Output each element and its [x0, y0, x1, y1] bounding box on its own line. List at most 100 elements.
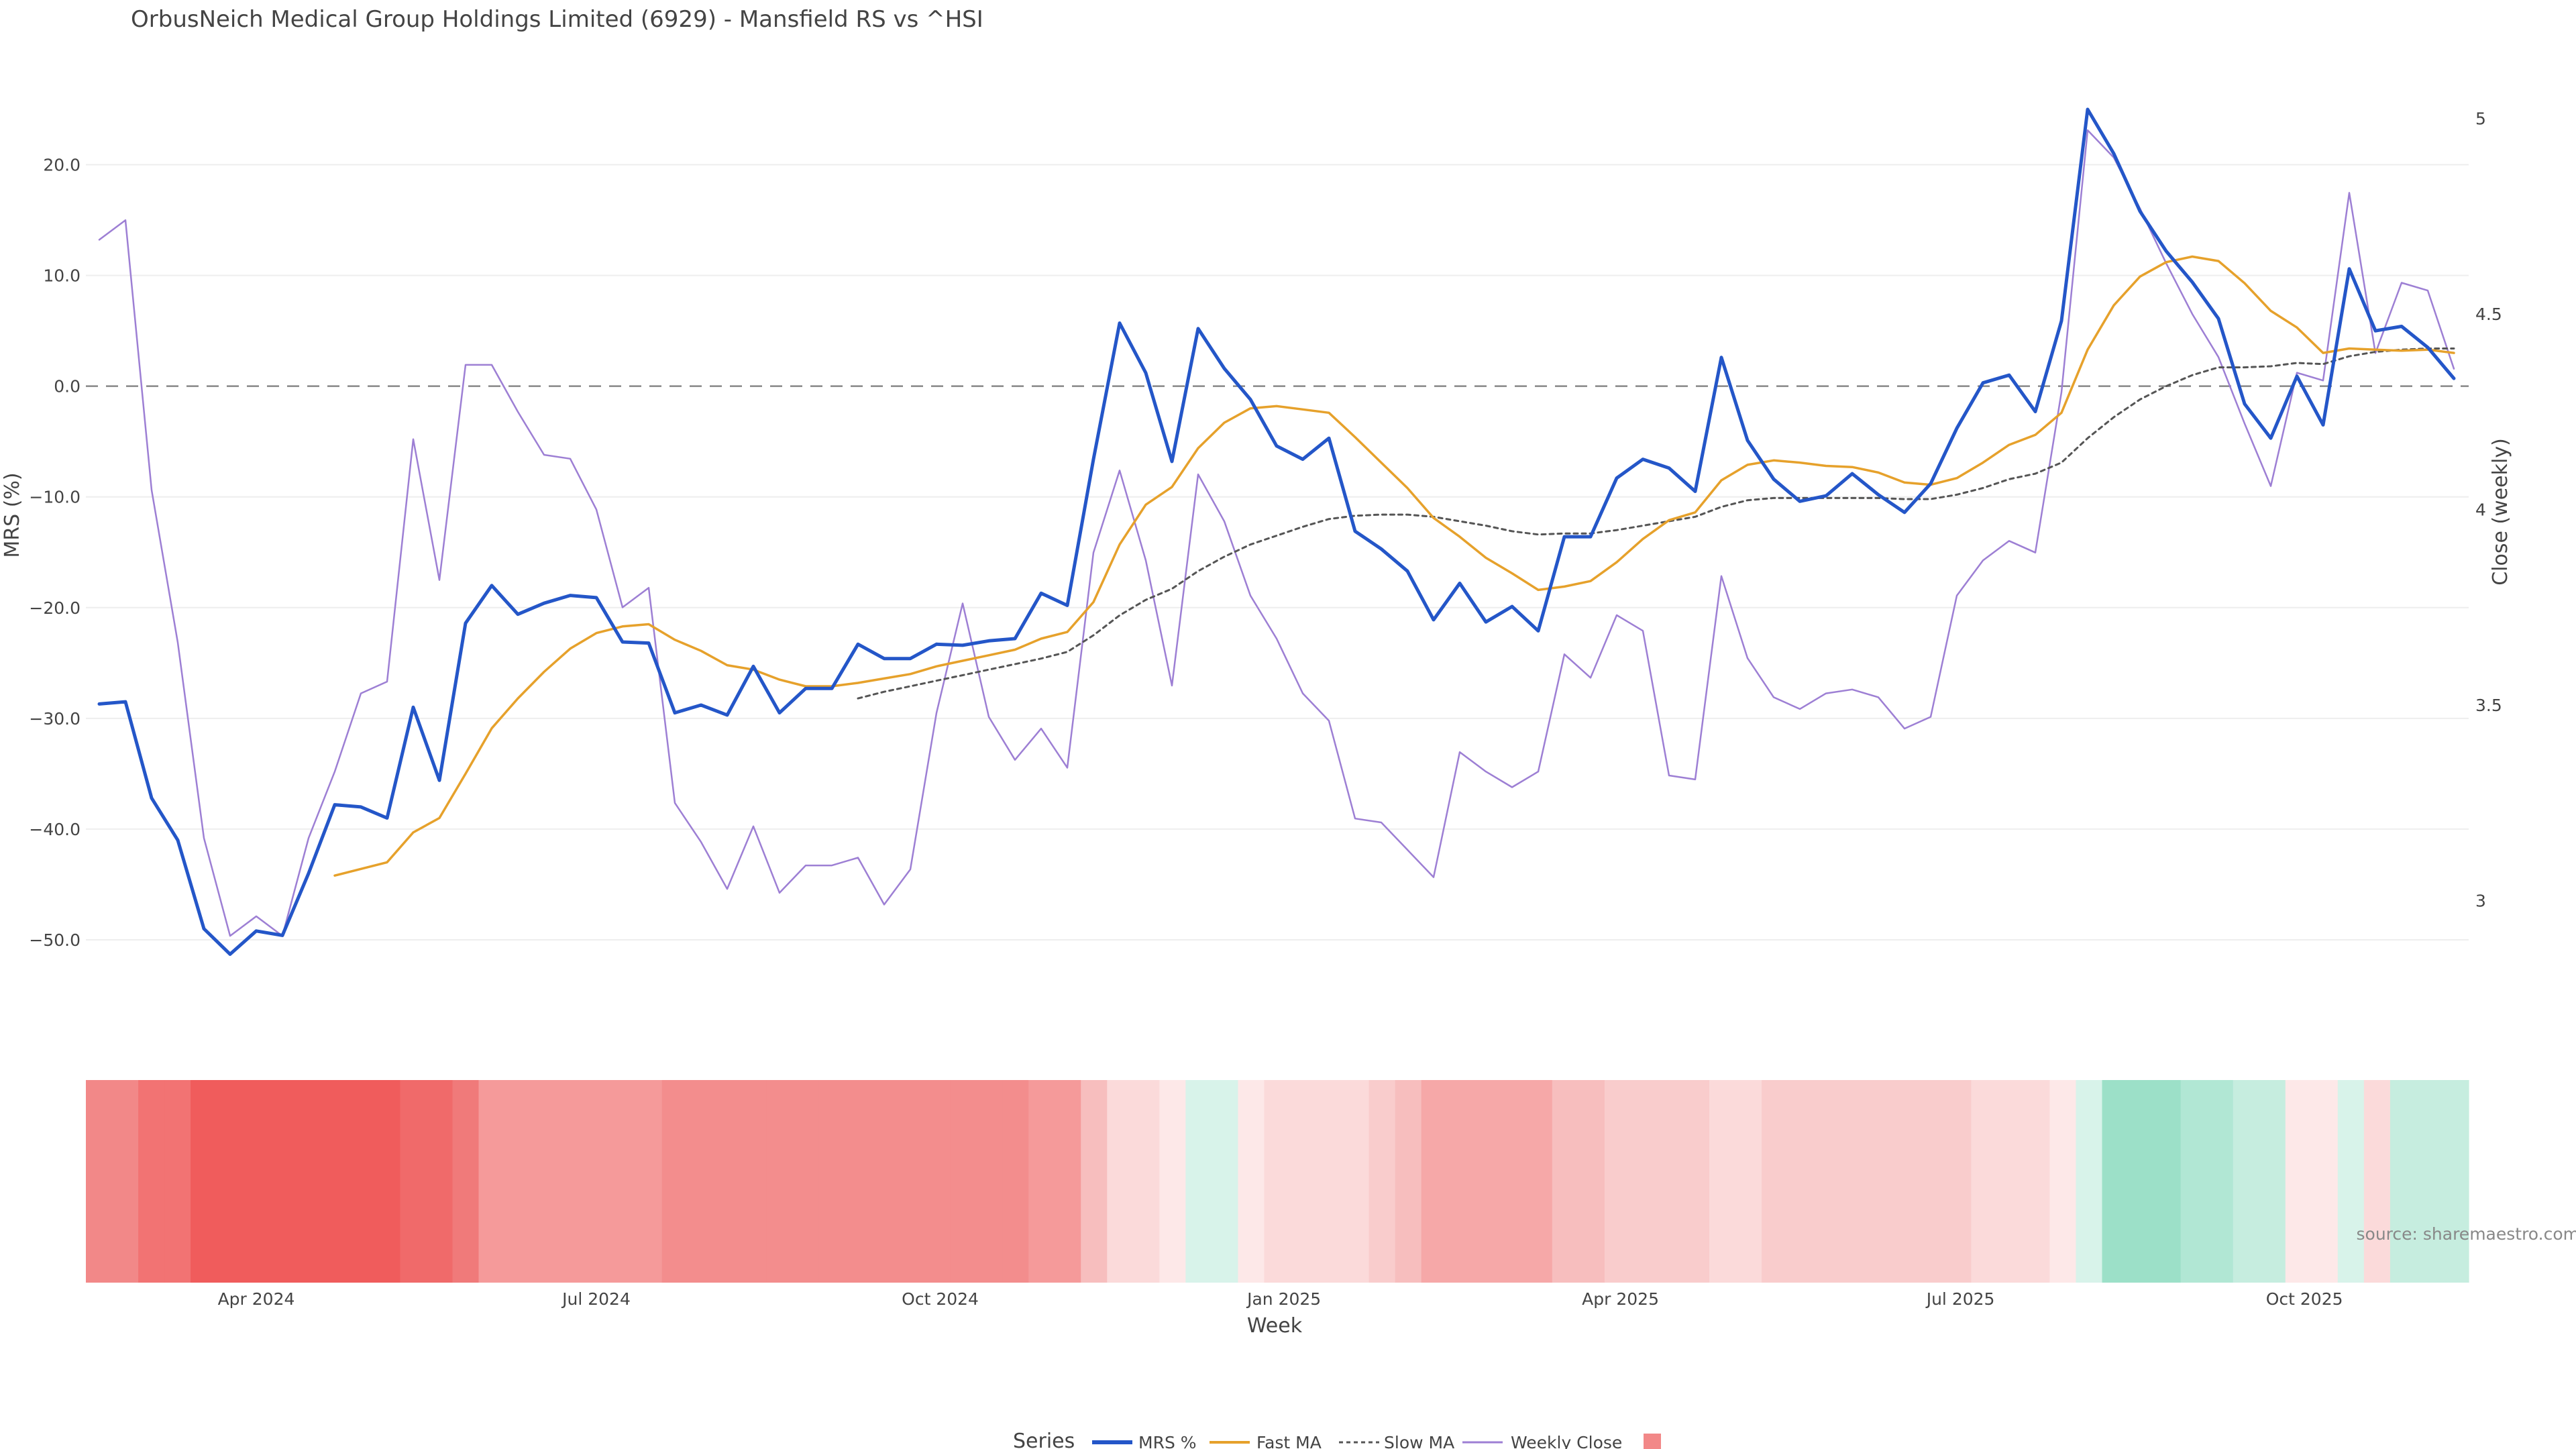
x-tick-label: Oct 2025	[2266, 1289, 2343, 1309]
y-right-tick-label: 5	[2475, 109, 2486, 129]
heat-cell	[478, 1080, 506, 1283]
heat-cell	[1552, 1080, 1579, 1283]
x-tick-label: Apr 2024	[218, 1289, 295, 1309]
heat-cell	[688, 1080, 715, 1283]
heat-cell	[1656, 1080, 1684, 1283]
legend-label-slow-ma: Slow MA	[1384, 1433, 1454, 1449]
heat-cell	[1866, 1080, 1893, 1283]
heat-cell	[86, 1080, 113, 1283]
heat-cell	[1055, 1080, 1081, 1283]
heat-cell	[635, 1080, 663, 1283]
heat-cell	[531, 1080, 558, 1283]
heat-cell	[1421, 1080, 1448, 1283]
heat-cell	[1892, 1080, 1919, 1283]
heat-cell	[924, 1080, 951, 1283]
heat-cell	[557, 1080, 584, 1283]
legend: Series MRS % Fast MA Slow MA Weekly Clos…	[1013, 1430, 1661, 1449]
heat-cell	[871, 1080, 898, 1283]
heat-cell	[191, 1080, 217, 1283]
heat-cell	[347, 1080, 374, 1283]
heat-cell	[1107, 1080, 1134, 1283]
heat-cell	[321, 1080, 348, 1283]
heat-cell	[2285, 1080, 2312, 1283]
heat-cell	[112, 1080, 139, 1283]
legend-item-fast-ma: Fast MA	[1210, 1433, 1322, 1449]
heat-cell	[792, 1080, 820, 1283]
heat-cell	[2076, 1080, 2103, 1283]
heat-cell	[1342, 1080, 1370, 1283]
heat-cell	[1525, 1080, 1553, 1283]
heat-cell	[1473, 1080, 1501, 1283]
series-lines	[97, 107, 2456, 956]
heat-cell	[2023, 1080, 2051, 1283]
heat-cell	[714, 1080, 741, 1283]
heat-cell	[1814, 1080, 1841, 1283]
x-tick-label: Jul 2025	[1925, 1289, 1995, 1309]
heat-cell	[1212, 1080, 1239, 1283]
heat-cell	[1735, 1080, 1762, 1283]
heat-cell	[269, 1080, 296, 1283]
y-axis-left-label: MRS (%)	[1, 472, 24, 557]
y-axis-right-label: Close (weekly)	[2489, 438, 2512, 586]
y-left-tick-label: 20.0	[43, 156, 80, 175]
legend-item-heat	[1644, 1434, 1661, 1449]
heat-cell	[452, 1080, 480, 1283]
heat-cell	[2311, 1080, 2339, 1283]
y-left-tick-label: −20.0	[29, 598, 80, 618]
heat-cell	[1788, 1080, 1815, 1283]
fast-ma-line	[333, 255, 2455, 877]
heat-cell	[504, 1080, 532, 1283]
y-left-tick-label: 0.0	[54, 377, 80, 396]
heat-cell	[766, 1080, 794, 1283]
heat-cell	[1447, 1080, 1474, 1283]
x-tick-label: Oct 2024	[902, 1289, 979, 1309]
x-axis-label: Week	[1247, 1314, 1303, 1338]
heat-cell	[583, 1080, 610, 1283]
y-right-tick-label: 3.5	[2475, 696, 2502, 715]
heat-cell	[217, 1080, 244, 1283]
heat-cell	[1185, 1080, 1213, 1283]
tick-labels: 20.0 10.0 0.0 −10.0 −20.0 −30.0 −40.0 −50.0 5 4.5…	[29, 109, 2502, 1309]
heat-cell	[1840, 1080, 1867, 1283]
heat-cell	[400, 1080, 427, 1283]
heat-cell	[1578, 1080, 1605, 1283]
heat-cell	[2337, 1080, 2365, 1283]
heat-cell	[2049, 1080, 2077, 1283]
x-tick-label: Jan 2025	[1246, 1289, 1321, 1309]
heat-cell	[2442, 1080, 2469, 1283]
heat-cell	[374, 1080, 400, 1283]
heat-cell	[1971, 1080, 1998, 1283]
heat-cell	[2180, 1080, 2208, 1283]
source-note: source: sharemaestro.com	[2357, 1224, 2576, 1244]
heat-cell	[1002, 1080, 1029, 1283]
slow-ma-line	[857, 347, 2455, 700]
y-left-tick-label: −50.0	[29, 930, 80, 950]
heat-cell	[1290, 1080, 1318, 1283]
heat-cell	[2416, 1080, 2443, 1283]
heat-cell	[1630, 1080, 1658, 1283]
grid-lines	[86, 164, 2469, 941]
heat-cell	[1945, 1080, 1972, 1283]
heat-cell	[609, 1080, 637, 1283]
heat-cell	[2206, 1080, 2234, 1283]
heat-cell	[740, 1080, 767, 1283]
heat-cell	[1997, 1080, 2025, 1283]
heat-cell	[1395, 1080, 1422, 1283]
y-left-tick-label: −10.0	[29, 488, 80, 507]
heat-cell	[1316, 1080, 1344, 1283]
heat-strip	[86, 1080, 2469, 1283]
heat-cell	[164, 1080, 191, 1283]
heat-cell	[138, 1080, 165, 1283]
heat-cell	[1919, 1080, 1945, 1283]
heat-cell	[1683, 1080, 1710, 1283]
heat-cell	[426, 1080, 453, 1283]
legend-label-weekly-close: Weekly Close	[1511, 1433, 1622, 1449]
y-left-tick-label: −30.0	[29, 709, 80, 729]
heat-cell	[2390, 1080, 2417, 1283]
heat-cell	[2154, 1080, 2182, 1283]
heat-cell	[1238, 1080, 1265, 1283]
x-tick-label: Apr 2025	[1582, 1289, 1659, 1309]
heat-cell	[2363, 1080, 2391, 1283]
heat-cell	[1028, 1080, 1055, 1283]
y-right-tick-label: 4	[2475, 500, 2486, 520]
